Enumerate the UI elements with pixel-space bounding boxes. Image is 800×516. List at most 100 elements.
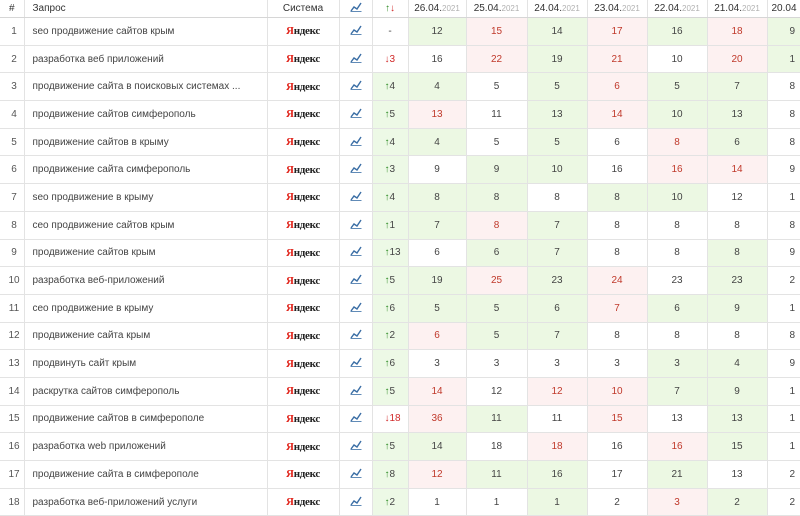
date-year: 2021 xyxy=(622,4,640,13)
position-cell: 20 xyxy=(707,45,768,74)
yandex-logo: Яндекс xyxy=(267,239,340,268)
chart-line-icon[interactable] xyxy=(339,128,373,157)
date-column-header[interactable]: 22.04.2021 xyxy=(647,0,708,18)
table-row[interactable]: 14 раскрутка сайтов симферополь Яндекс ↑5 14… xyxy=(0,377,800,406)
table-row[interactable]: 13 продвинуть сайт крым Яндекс ↑6 3 3 3 3 3 4 9 xyxy=(0,349,800,378)
row-number: 12 xyxy=(0,322,25,351)
date-column-header[interactable]: 21.04.2021 xyxy=(707,0,768,18)
date-column-header[interactable]: 26.04.2021 xyxy=(408,0,467,18)
chart-line-icon[interactable] xyxy=(339,45,373,74)
query-text[interactable]: раскрутка сайтов симферополь xyxy=(24,377,268,406)
sort-arrows-icon[interactable]: ↑↓ xyxy=(372,0,409,18)
table-row[interactable]: 7 seo продвижение в крыму Яндекс ↑4 8 8 8 8 10 12… xyxy=(0,183,800,212)
table-row[interactable]: 1 seo продвижение сайтов крым Яндекс -12 15 1… xyxy=(0,17,800,46)
position-cell: 23 xyxy=(707,266,768,295)
chart-line-icon[interactable] xyxy=(339,488,373,516)
arrow-up-icon: ↑ xyxy=(384,164,390,176)
chart-line-icon[interactable] xyxy=(339,294,373,323)
position-cell: 1 xyxy=(767,45,800,74)
position-change: ↑4 xyxy=(372,183,409,212)
chart-line-icon[interactable] xyxy=(339,155,373,185)
position-cell: 7 xyxy=(707,72,768,102)
position-cell: 8 xyxy=(707,211,768,240)
arrow-up-icon: ↑ xyxy=(384,191,390,203)
date-column-header[interactable]: 23.04.2021 xyxy=(587,0,648,18)
query-text[interactable]: seo продвижение сайтов крым xyxy=(24,17,268,46)
yandex-logo: Яндекс xyxy=(267,183,340,212)
query-text[interactable]: разработка веб-приложений услуги xyxy=(24,488,268,516)
query-text[interactable]: продвинуть сайт крым xyxy=(24,349,268,378)
position-cell: 5 xyxy=(527,72,588,102)
table-row[interactable]: 6 продвижение сайта симферополь Яндекс ↑3 9 9… xyxy=(0,155,800,185)
position-change: ↑6 xyxy=(372,349,409,378)
chart-line-icon[interactable] xyxy=(339,17,373,46)
row-number: 13 xyxy=(0,349,25,378)
chart-line-icon[interactable] xyxy=(339,322,373,351)
position-cell: 1 xyxy=(767,377,800,406)
chart-line-icon[interactable] xyxy=(339,0,373,18)
query-text[interactable]: продвижение сайта крым xyxy=(24,322,268,351)
column-header-engine[interactable]: Система xyxy=(267,0,340,18)
query-text[interactable]: продвижение сайтов крым xyxy=(24,239,268,268)
table-row[interactable]: 9 продвижение сайтов крым Яндекс ↑13 6 6 7 8 8 8 9 xyxy=(0,239,800,268)
query-text[interactable]: сео продвижение сайтов крым xyxy=(24,211,268,240)
query-text[interactable]: seo продвижение в крыму xyxy=(24,183,268,212)
query-text[interactable]: сео продвижение в крыму xyxy=(24,294,268,323)
date-column-header[interactable]: 24.04.2021 xyxy=(527,0,588,18)
query-text[interactable]: продвижение сайта симферополь xyxy=(24,155,268,185)
position-change: ↑5 xyxy=(372,432,409,461)
chart-line-icon[interactable] xyxy=(339,100,373,129)
yandex-logo: Яндекс xyxy=(267,155,340,185)
position-cell: 13 xyxy=(707,100,768,129)
table-row[interactable]: 15 продвижение сайтов в симферополе Яндекс… xyxy=(0,405,800,434)
date-year: 2021 xyxy=(562,4,580,13)
table-row[interactable]: 2 разработка веб приложений Яндекс ↓3 16 22 19… xyxy=(0,45,800,74)
chart-line-icon[interactable] xyxy=(339,211,373,240)
query-text[interactable]: продвижение сайта в симферополе xyxy=(24,460,268,489)
chart-line-icon[interactable] xyxy=(339,460,373,489)
yandex-logo: Яндекс xyxy=(267,460,340,489)
query-text[interactable]: продвижение сайта в поисковых системах .… xyxy=(24,72,268,102)
chart-line-icon[interactable] xyxy=(339,377,373,406)
position-cell: 5 xyxy=(466,72,528,102)
position-cell: 8 xyxy=(408,183,467,212)
yandex-logo: Яндекс xyxy=(267,349,340,378)
position-cell: 8 xyxy=(707,322,768,351)
table-row[interactable]: 3 продвижение сайта в поисковых системах … xyxy=(0,72,800,102)
date-column-header[interactable]: 20.04 xyxy=(767,0,800,18)
table-row[interactable]: 10 разработка веб-приложений Яндекс ↑5 19 25 2… xyxy=(0,266,800,295)
column-header-query[interactable]: Запрос xyxy=(24,0,268,18)
query-text[interactable]: разработка веб приложений xyxy=(24,45,268,74)
table-row[interactable]: 5 продвижение сайтов в крыму Яндекс ↑4 4 5 5 6 8… xyxy=(0,128,800,157)
table-row[interactable]: 18 разработка веб-приложений услуги Яндекс… xyxy=(0,488,800,516)
table-row[interactable]: 16 разработка web приложений Яндекс ↑5 14 18 1… xyxy=(0,432,800,461)
position-cell: 9 xyxy=(466,155,528,185)
table-row[interactable]: 12 продвижение сайта крым Яндекс ↑2 6 5 7 8 8 8 8 xyxy=(0,322,800,351)
position-cell: 16 xyxy=(647,432,708,461)
query-text[interactable]: разработка web приложений xyxy=(24,432,268,461)
query-text[interactable]: продвижение сайтов симферополь xyxy=(24,100,268,129)
position-cell: 7 xyxy=(527,211,588,240)
position-cell: 6 xyxy=(466,239,528,268)
table-row[interactable]: 4 продвижение сайтов симферополь Яндекс ↑5 1… xyxy=(0,100,800,129)
position-change: ↑2 xyxy=(372,488,409,516)
chart-line-icon[interactable] xyxy=(339,349,373,378)
row-number: 14 xyxy=(0,377,25,406)
chart-line-icon[interactable] xyxy=(339,405,373,434)
date-year: 2021 xyxy=(501,4,520,13)
chart-line-icon[interactable] xyxy=(339,432,373,461)
query-text[interactable]: разработка веб-приложений xyxy=(24,266,268,295)
chart-line-icon[interactable] xyxy=(339,239,373,268)
table-row[interactable]: 8 сео продвижение сайтов крым Яндекс ↑1 7 8 7 8… xyxy=(0,211,800,240)
chart-line-icon[interactable] xyxy=(339,183,373,212)
table-row[interactable]: 11 сео продвижение в крыму Яндекс ↑6 5 5 6 7 6 9 1 xyxy=(0,294,800,323)
chart-line-icon[interactable] xyxy=(339,266,373,295)
query-text[interactable]: продвижение сайтов в симферополе xyxy=(24,405,268,434)
arrow-up-icon: ↑ xyxy=(384,441,390,453)
table-row[interactable]: 17 продвижение сайта в симферополе Яндекс ↑… xyxy=(0,460,800,489)
position-cell: 3 xyxy=(466,349,528,378)
chart-line-icon[interactable] xyxy=(339,72,373,102)
query-text[interactable]: продвижение сайтов в крыму xyxy=(24,128,268,157)
position-cell: 8 xyxy=(767,211,800,240)
date-column-header[interactable]: 25.04.2021 xyxy=(466,0,528,18)
